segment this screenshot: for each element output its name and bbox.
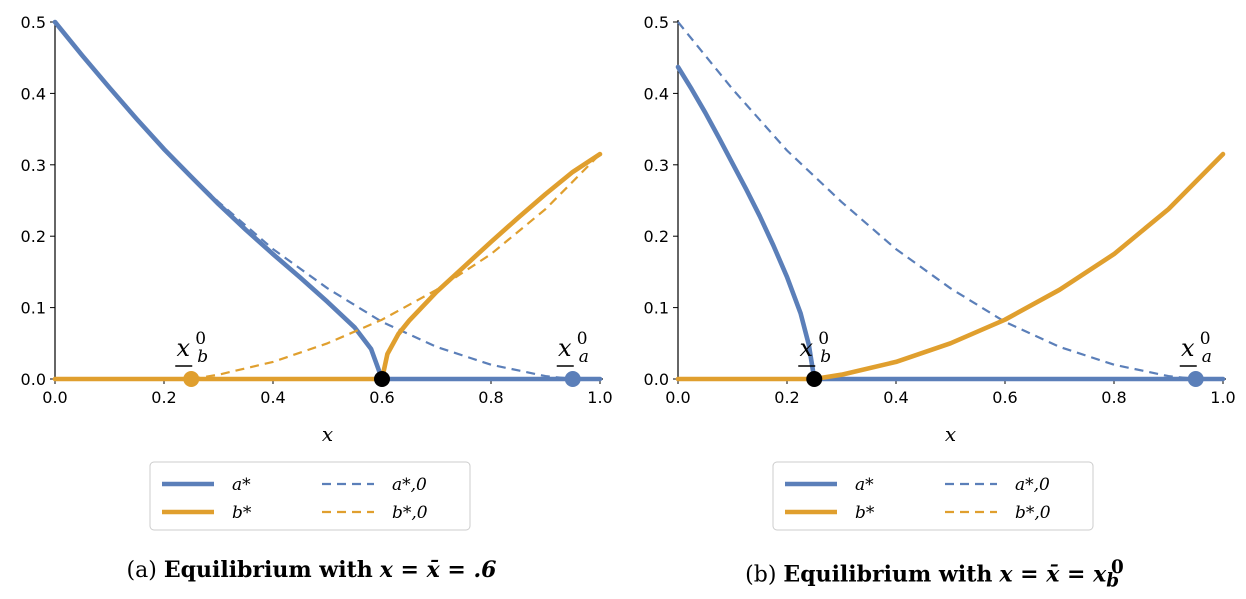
point-marker — [565, 371, 581, 387]
caption-b-math: x = x̄ = x — [999, 561, 1106, 587]
point-label-sub: a — [579, 347, 589, 367]
point-label: x b0 — [175, 329, 208, 367]
point-label: x a0 — [557, 329, 589, 367]
series-line-astar-0 — [55, 22, 573, 379]
x-tick-label: 0.6 — [369, 388, 394, 407]
point-label-sup: 0 — [818, 329, 829, 349]
caption-a-math: x = x̄ = .6 — [380, 557, 497, 583]
x-tick-label: 0.2 — [774, 388, 799, 407]
x-tick-label: 0.8 — [1101, 388, 1126, 407]
legend-label: a* — [232, 475, 251, 495]
y-tick-label: 0.3 — [21, 156, 46, 175]
y-tick-label: 0.5 — [644, 13, 669, 32]
y-tick-label: 0.1 — [644, 299, 669, 318]
y-tick-label: 0.5 — [21, 13, 46, 32]
x-tick-label: 0.0 — [42, 388, 67, 407]
point-label-sup: 0 — [195, 329, 206, 349]
x-tick-label: 0.8 — [478, 388, 503, 407]
caption-b: (b) Equilibrium with x = x̄ = xb0 — [623, 557, 1246, 592]
x-tick-label: 1.0 — [587, 388, 612, 407]
chart-panel-a: 0.0 0.2 0.4 0.6 0.8 1.0 0.0 0.1 0.2 0.3 0.4 0.5 x x b 0… — [0, 0, 623, 599]
y-tick-label: 0.1 — [21, 299, 46, 318]
y-tick-label: 0.3 — [644, 156, 669, 175]
point-label: x b0 — [798, 329, 831, 367]
y-tick-label: 0.4 — [21, 84, 46, 103]
chart-b: 0.0 0.2 0.4 0.6 0.8 1.00.00.10.20.30.40.5xx b0… — [623, 0, 1246, 545]
x-tick-label: 0.4 — [883, 388, 908, 407]
point-label-sup: 0 — [577, 329, 588, 349]
x-axis-label: x — [945, 422, 956, 446]
caption-a: (a) Equilibrium with x = x̄ = .6 — [0, 557, 623, 583]
point-label-sub: b — [197, 347, 208, 367]
point-marker — [806, 371, 822, 387]
chart-a: 0.0 0.2 0.4 0.6 0.8 1.00.00.10.20.30.40.5xx b0… — [0, 0, 623, 545]
legend-label: b* — [232, 503, 252, 523]
series-line-astar-0 — [678, 22, 1196, 379]
series-line-astar — [55, 22, 600, 379]
point-label-sub: a — [1202, 347, 1212, 367]
legend-label: a*,0 — [1015, 475, 1050, 495]
series-line-bstar-0 — [191, 154, 600, 379]
x-tick-label: 0.4 — [260, 388, 285, 407]
x-axis-label: x — [322, 422, 333, 446]
series-line-astar — [678, 67, 1223, 379]
point-marker — [374, 371, 390, 387]
caption-a-title: Equilibrium with — [164, 557, 373, 583]
y-tick-label: 0.4 — [644, 84, 669, 103]
series-line-bstar — [678, 154, 1223, 379]
x-tick-label: 0.6 — [992, 388, 1017, 407]
x-tick-label: 0.0 — [665, 388, 690, 407]
caption-a-tag: (a) — [127, 558, 157, 583]
y-tick-label: 0.0 — [644, 370, 669, 389]
series-line-bstar — [55, 154, 600, 379]
point-label-sub: b — [820, 347, 831, 367]
y-tick-label: 0.2 — [21, 227, 46, 246]
point-marker — [1188, 371, 1204, 387]
point-marker — [183, 371, 199, 387]
point-label-base: x — [1181, 334, 1195, 362]
legend-label: a* — [855, 475, 874, 495]
caption-b-tag: (b) — [745, 562, 776, 587]
point-label-base: x — [558, 334, 572, 362]
chart-panel-b: 0.0 0.2 0.4 0.6 0.8 1.0 0.0 0.1 0.2 0.3 0.4 0.5 x x b 0… — [623, 0, 1246, 599]
y-tick-label: 0.0 — [21, 370, 46, 389]
x-tick-label: 1.0 — [1210, 388, 1235, 407]
caption-b-title: Equilibrium with — [783, 561, 992, 587]
point-label-base: x — [176, 334, 190, 362]
caption-b-math-sup: 0 — [1111, 557, 1124, 578]
x-tick-label: 0.2 — [151, 388, 176, 407]
point-label-sup: 0 — [1200, 329, 1211, 349]
y-tick-label: 0.2 — [644, 227, 669, 246]
point-label-base: x — [799, 334, 813, 362]
legend-label: b*,0 — [392, 503, 428, 523]
legend-label: a*,0 — [392, 475, 427, 495]
legend-label: b* — [855, 503, 875, 523]
point-label: x a0 — [1180, 329, 1212, 367]
legend-label: b*,0 — [1015, 503, 1051, 523]
